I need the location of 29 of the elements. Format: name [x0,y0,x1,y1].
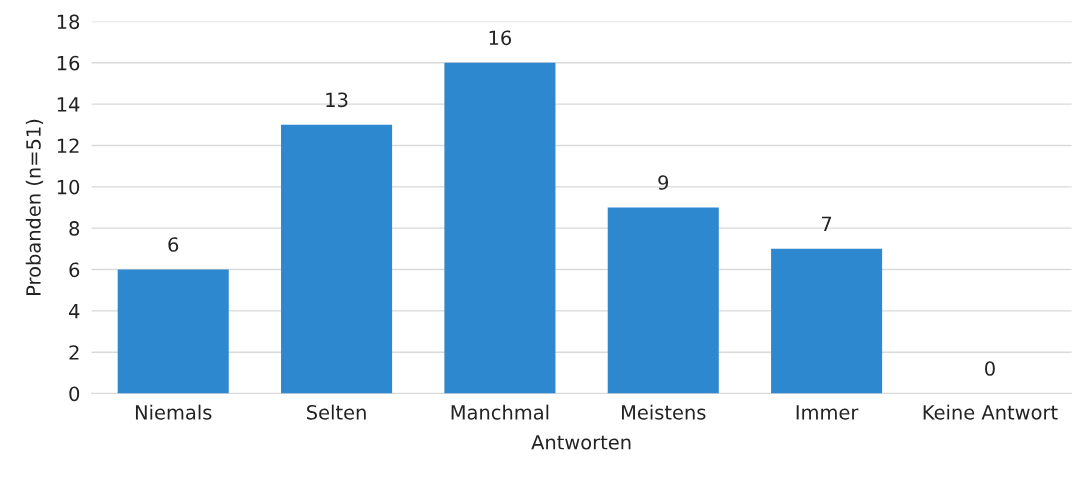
y-tick-label: 16 [57,55,80,71]
bar [117,269,229,394]
bar [281,124,393,394]
y-tick-label: 14 [57,97,80,112]
bar [444,62,556,394]
data-label: 0 [985,361,995,376]
y-tick-label: 0 [69,386,80,402]
x-axis-title: Antworten [531,435,631,450]
y-tick-label: 18 [57,14,80,30]
x-tick-label: Selten [307,404,366,420]
y-tick-label: 12 [57,138,79,153]
data-label: 6 [168,237,179,252]
data-label: 7 [822,216,832,231]
x-tick-label: Niemals [135,404,212,420]
data-label: 9 [658,175,669,190]
x-tick-label: Manchmal [451,404,549,420]
y-tick-label: 4 [69,304,80,319]
y-tick-label: 8 [69,221,80,236]
y-tick-label: 10 [57,179,80,195]
x-tick-label: Meistens [622,404,706,420]
data-label: 13 [326,92,348,108]
y-tick-label: 2 [69,345,79,360]
y-tick-label: 6 [69,262,80,278]
y-axis-title: Probanden (n=51) [25,119,44,295]
x-tick-label: Keine Antwort [923,404,1058,420]
bar [607,207,719,394]
x-tick-label: Immer [796,405,859,420]
data-label: 16 [489,30,512,46]
bar [771,248,883,394]
